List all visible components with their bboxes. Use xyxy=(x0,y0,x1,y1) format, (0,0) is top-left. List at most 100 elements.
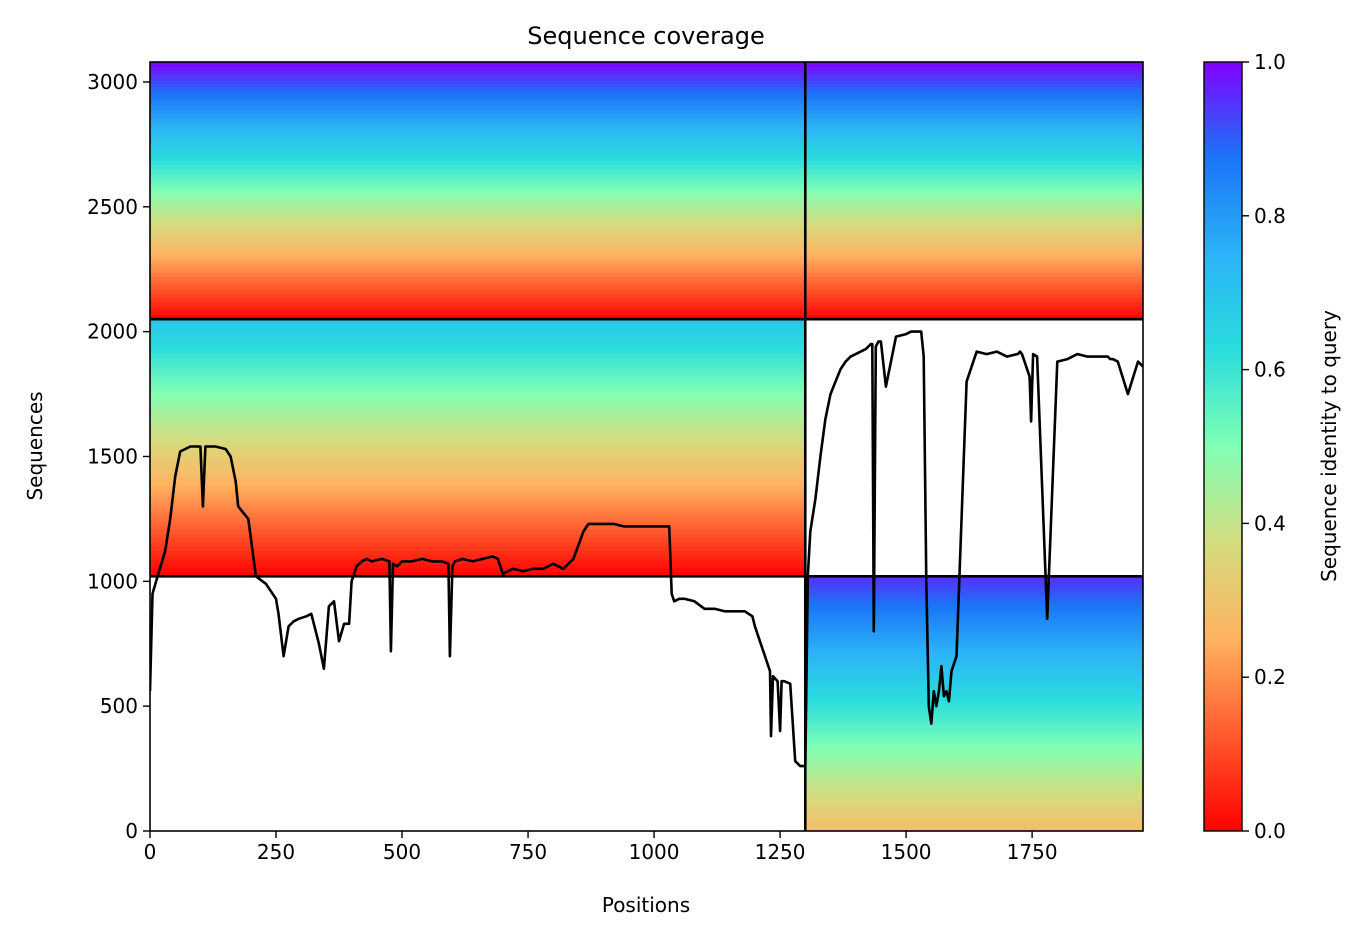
heatmap-band xyxy=(805,635,1143,641)
heatmap-band xyxy=(805,720,1143,726)
heatmap-band xyxy=(150,190,1143,196)
heatmap-band xyxy=(805,580,1143,586)
heatmap-band xyxy=(150,143,1143,149)
heatmap-band xyxy=(150,242,1143,247)
heatmap-band xyxy=(150,383,806,389)
heatmap-band xyxy=(150,109,1143,114)
heatmap-band xyxy=(805,631,1143,637)
heatmap-band xyxy=(150,254,1143,260)
heatmap-band xyxy=(150,126,1143,132)
heatmap-band xyxy=(150,284,1143,290)
y-tick-label: 0 xyxy=(125,819,138,843)
heatmap-band xyxy=(805,805,1143,811)
heatmap-band xyxy=(150,216,1143,222)
heatmap-band xyxy=(150,550,806,556)
x-axis-label: Positions xyxy=(602,893,690,917)
heatmap-band xyxy=(805,822,1143,828)
heatmap-band xyxy=(150,66,1143,72)
heatmap-band xyxy=(150,194,1143,200)
heatmap-band xyxy=(150,490,806,496)
heatmap-band xyxy=(150,134,1143,140)
heatmap-band xyxy=(150,503,806,509)
heatmap-band xyxy=(805,746,1143,751)
heatmap-band xyxy=(150,79,1143,84)
heatmap-band xyxy=(150,117,1143,123)
heatmap-band xyxy=(150,439,806,444)
heatmap-band xyxy=(150,280,1143,286)
heatmap-band xyxy=(805,712,1143,717)
heatmap-band xyxy=(150,259,1143,264)
heatmap-band xyxy=(150,344,806,350)
colorbar-tick-label: 0.6 xyxy=(1254,358,1286,382)
heatmap-band xyxy=(150,83,1143,89)
heatmap-band xyxy=(150,199,1143,204)
x-tick-label: 750 xyxy=(509,840,547,864)
heatmap-band xyxy=(150,494,806,500)
heatmap-band xyxy=(805,758,1143,764)
heatmap-band xyxy=(805,665,1143,671)
heatmap-band xyxy=(150,499,806,504)
heatmap-band xyxy=(150,537,806,543)
heatmap-band xyxy=(805,733,1143,739)
heatmap-band xyxy=(805,814,1143,819)
heatmap-band xyxy=(150,323,806,329)
heatmap-band xyxy=(150,246,1143,252)
y-tick-label: 2500 xyxy=(87,195,138,219)
x-tick-label: 1750 xyxy=(1007,840,1058,864)
heatmap-band xyxy=(805,695,1143,700)
colorbar-tick-label: 0.8 xyxy=(1254,204,1286,228)
heatmap-band xyxy=(805,784,1143,790)
heatmap-band xyxy=(150,203,1143,209)
heatmap-band xyxy=(150,306,1143,312)
heatmap-band xyxy=(150,340,806,346)
heatmap-band xyxy=(150,177,1143,183)
x-tick-label: 1250 xyxy=(755,840,806,864)
heatmap-band xyxy=(150,104,1143,110)
heatmap-band xyxy=(805,673,1143,679)
heatmap-band xyxy=(150,524,806,530)
heatmap-band xyxy=(150,417,806,423)
heatmap-band xyxy=(150,272,1143,277)
heatmap-band xyxy=(150,74,1143,80)
heatmap-band xyxy=(150,434,806,440)
heatmap-band xyxy=(150,319,806,324)
heatmap-band xyxy=(150,362,806,367)
plot-frame xyxy=(149,61,1144,832)
heatmap-band xyxy=(150,139,1143,144)
heatmap-band xyxy=(150,263,1143,269)
y-tick-label: 500 xyxy=(100,694,138,718)
heatmap-band xyxy=(805,771,1143,777)
heatmap-band xyxy=(150,452,806,457)
heatmap-band xyxy=(805,686,1143,692)
heatmap-band xyxy=(805,788,1143,794)
heatmap-band xyxy=(150,477,806,483)
heatmap-band xyxy=(150,130,1143,136)
heatmap-band xyxy=(805,584,1143,590)
heatmap-band xyxy=(150,464,806,470)
colorbar-ticks: 0.0 0.2 0.4 0.6 0.8 1.0 xyxy=(1242,50,1286,843)
heatmap-band xyxy=(805,589,1143,594)
heatmap-band xyxy=(805,639,1143,645)
heatmap-band xyxy=(805,801,1143,807)
heatmap-band xyxy=(150,400,806,406)
heatmap-band xyxy=(805,767,1143,773)
heatmap-band xyxy=(150,182,1143,187)
heatmap-band xyxy=(150,353,806,359)
heatmap-band xyxy=(805,644,1143,649)
heatmap-band xyxy=(805,724,1143,730)
heatmap-band xyxy=(150,426,806,432)
heatmap-band xyxy=(150,122,1143,127)
heatmap-band xyxy=(150,267,1143,273)
heatmap-band xyxy=(150,310,1143,316)
heatmap-band xyxy=(805,661,1143,666)
y-tick-label: 3000 xyxy=(87,70,138,94)
heatmap-band xyxy=(150,546,806,552)
coverage-line xyxy=(150,330,1143,768)
heatmap-band xyxy=(805,618,1143,624)
y-tick-label: 1000 xyxy=(87,569,138,593)
heatmap-band xyxy=(150,302,1143,307)
heatmap-band xyxy=(805,682,1143,688)
heatmap-band xyxy=(150,430,806,436)
heatmap-band xyxy=(150,559,806,564)
chart-title: Sequence coverage xyxy=(527,22,764,50)
